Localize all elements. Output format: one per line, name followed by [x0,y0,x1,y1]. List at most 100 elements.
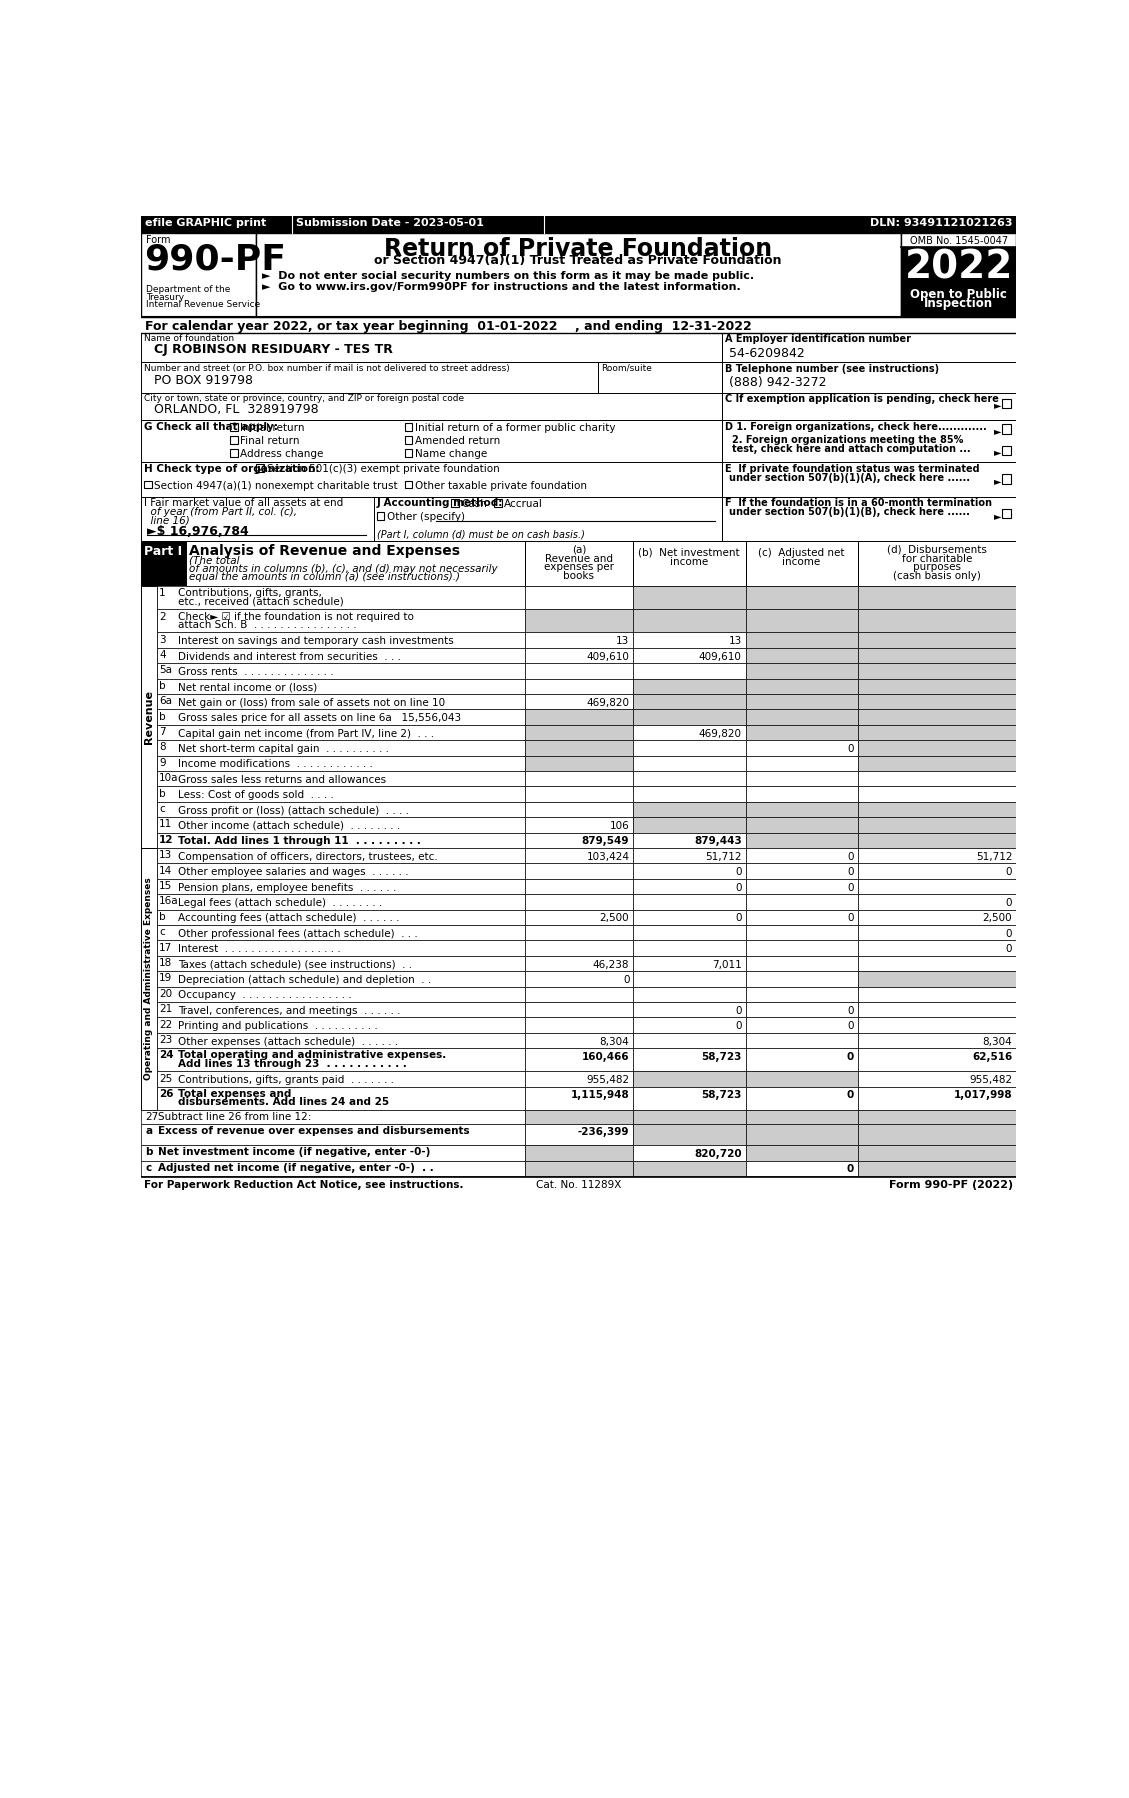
Bar [633,1145,745,1160]
Bar [157,1018,525,1032]
Text: test, check here and attach computation ...: test, check here and attach computation … [732,444,970,453]
Text: 21: 21 [159,1005,173,1014]
Text: 820,720: 820,720 [694,1149,742,1160]
Text: Capital gain net income (from Part IV, line 2)  . . .: Capital gain net income (from Part IV, l… [178,728,435,739]
Bar [858,647,1016,663]
Text: Net investment income (if negative, enter -0-): Net investment income (if negative, ente… [158,1147,430,1158]
Text: Final return: Final return [240,435,300,446]
Bar [157,586,525,610]
Bar [141,496,374,541]
Text: Room/suite: Room/suite [602,363,653,372]
Bar [858,586,1016,610]
Bar [157,725,525,741]
Bar [858,1048,1016,1072]
Text: Accrual: Accrual [504,500,543,509]
Bar [858,610,1016,633]
Bar [525,786,633,802]
Text: 0: 0 [1006,897,1013,908]
Bar [858,1145,1016,1160]
Bar [493,500,501,507]
Text: 54-6209842: 54-6209842 [728,347,804,360]
Bar [157,741,525,755]
Bar [858,755,1016,771]
Bar [723,361,1016,392]
Text: Travel, conferences, and meetings  . . . . . .: Travel, conferences, and meetings . . . … [178,1005,401,1016]
Text: Gross rents  . . . . . . . . . . . . . .: Gross rents . . . . . . . . . . . . . . [178,667,334,678]
Text: (d)  Disbursements: (d) Disbursements [887,545,987,554]
Bar [745,863,858,879]
Bar [858,924,1016,940]
Bar [745,633,858,647]
Bar [858,816,1016,832]
Text: For Paperwork Reduction Act Notice, see instructions.: For Paperwork Reduction Act Notice, see … [145,1179,464,1190]
Bar [141,1160,525,1176]
Bar [633,1032,745,1048]
Text: Subtract line 26 from line 12:: Subtract line 26 from line 12: [158,1111,312,1122]
Bar [633,725,745,741]
Text: 990-PF: 990-PF [145,243,287,277]
Bar [745,741,858,755]
Text: Excess of revenue over expenses and disbursements: Excess of revenue over expenses and disb… [158,1126,470,1136]
Text: 16a: 16a [159,897,178,906]
Bar [633,940,745,957]
Bar [1003,475,1012,484]
Text: 0: 0 [623,975,629,985]
Bar [525,1145,633,1160]
Text: b: b [159,681,166,690]
Text: Printing and publications  . . . . . . . . . .: Printing and publications . . . . . . . … [178,1021,378,1032]
Bar [525,1160,633,1176]
Bar [901,232,1016,318]
Bar [157,771,525,786]
Bar [633,1048,745,1072]
Bar [157,755,525,771]
Text: 2022: 2022 [904,248,1013,286]
Text: Initial return of a former public charity: Initial return of a former public charit… [414,423,615,433]
Bar [525,879,633,894]
Text: 0: 0 [1006,944,1013,955]
Bar [858,786,1016,802]
Text: 23: 23 [159,1036,173,1045]
Text: (The total: (The total [190,556,239,565]
Bar [157,924,525,940]
Bar [157,802,525,816]
Text: line 16): line 16) [145,516,190,525]
Text: Adjusted net income (if negative, enter -0-)  . .: Adjusted net income (if negative, enter … [158,1163,434,1172]
Bar [525,741,633,755]
Text: b: b [159,712,166,721]
Text: 13: 13 [159,850,173,859]
Bar [745,586,858,610]
Text: Legal fees (attach schedule)  . . . . . . . .: Legal fees (attach schedule) . . . . . .… [178,897,383,908]
Text: 58,723: 58,723 [701,1090,742,1100]
Text: 2: 2 [159,611,166,622]
Bar [858,771,1016,786]
Bar [525,755,633,771]
Bar [1003,424,1012,433]
Text: 13: 13 [616,636,629,645]
Text: Accounting fees (attach schedule)  . . . . . .: Accounting fees (attach schedule) . . . … [178,913,400,924]
Text: c: c [159,804,165,814]
Bar [525,586,633,610]
Bar [141,1145,525,1160]
Bar [525,894,633,910]
Text: 0: 0 [1006,930,1013,939]
Bar [745,786,858,802]
Text: 0: 0 [847,1090,855,1100]
Bar [633,1072,745,1086]
Bar [633,832,745,849]
Text: 5a: 5a [159,665,172,676]
Text: 8,304: 8,304 [599,1037,629,1046]
Text: disbursements. Add lines 24 and 25: disbursements. Add lines 24 and 25 [178,1097,390,1108]
Bar [141,541,186,586]
Text: b: b [159,912,166,922]
Bar [157,971,525,987]
Bar [745,879,858,894]
Bar [633,849,745,863]
Bar [745,987,858,1001]
Text: 22: 22 [159,1019,173,1030]
Text: (b)  Net investment: (b) Net investment [638,548,739,557]
Bar [745,1124,858,1145]
Bar [157,663,525,678]
Bar [186,541,525,586]
Text: equal the amounts in column (a) (see instructions).): equal the amounts in column (a) (see ins… [190,572,461,583]
Bar [858,802,1016,816]
